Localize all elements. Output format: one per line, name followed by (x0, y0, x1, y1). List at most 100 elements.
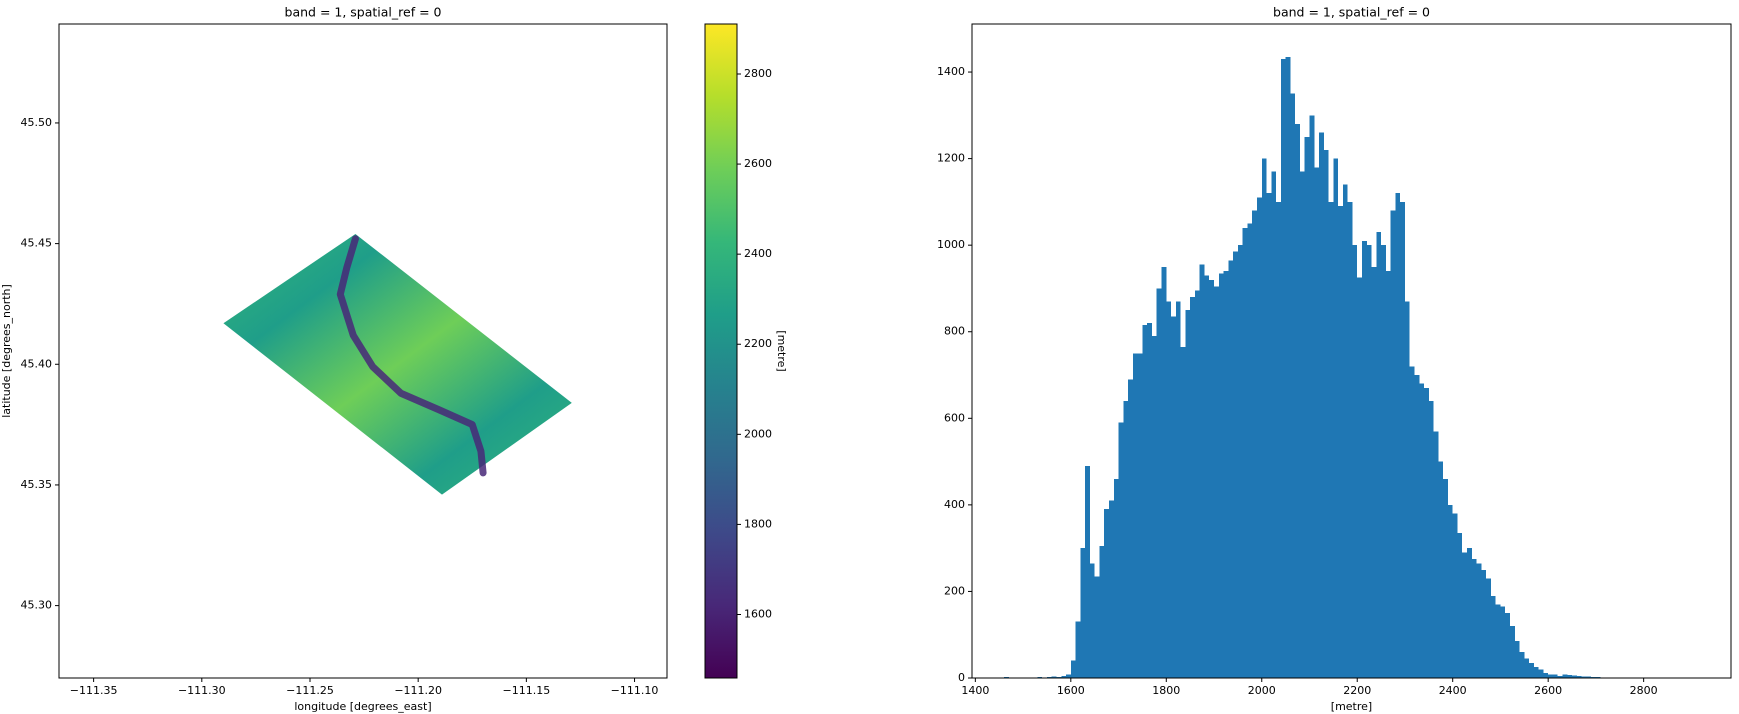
histogram-bar (1218, 273, 1224, 678)
histogram-bar (1147, 323, 1152, 678)
x-tick-label: 1600 (1057, 684, 1085, 697)
histogram-bar (1228, 260, 1234, 678)
histogram-bar (1552, 674, 1558, 678)
histogram-bar (1486, 578, 1491, 678)
x-tick-label: −111.35 (70, 684, 118, 697)
histogram-bar (1285, 56, 1291, 678)
histogram-bar (1137, 353, 1143, 678)
valley (336, 235, 487, 477)
histogram-bar (1252, 210, 1257, 679)
colorbar-tick-label: 2000 (744, 427, 772, 440)
histogram-bar (1132, 353, 1138, 678)
histogram-bar (1280, 59, 1286, 679)
histogram-bar (1333, 158, 1339, 678)
histogram-bar (1328, 201, 1334, 678)
histogram-bar (1295, 123, 1300, 679)
histogram-bar (1266, 193, 1272, 679)
axes-frame (971, 23, 1732, 679)
histogram-bar (1352, 245, 1358, 678)
histogram-bar (1085, 465, 1090, 678)
histogram-bar (1314, 167, 1320, 678)
histogram-bar (1166, 301, 1172, 678)
histogram-bar (1171, 316, 1176, 678)
histogram-bar (1204, 275, 1210, 678)
x-axis-label: longitude [degrees_east] (294, 700, 431, 713)
histogram-bar (1357, 277, 1363, 678)
x-tick-label: 2600 (1534, 684, 1562, 697)
histogram-bar (1094, 576, 1100, 678)
y-tick-label: 400 (944, 498, 965, 511)
histogram-bar (1051, 676, 1057, 678)
histogram-bar (1424, 388, 1429, 678)
histogram-bar (1338, 206, 1343, 678)
histogram-bar (1194, 290, 1200, 678)
x-tick-label: −111.20 (394, 684, 442, 697)
histogram-bar (1304, 136, 1310, 678)
histogram-bar (1371, 266, 1377, 678)
y-tick-label: 1000 (937, 238, 965, 251)
histogram-bar (1199, 264, 1205, 678)
histogram-bar (1481, 569, 1487, 678)
x-axis-label: [metre] (1331, 700, 1372, 713)
histogram-bar (1514, 641, 1520, 678)
histogram-bar (1261, 158, 1267, 678)
histogram-bar (1214, 286, 1219, 678)
histogram-bar (1500, 606, 1506, 678)
histogram-bar (1080, 548, 1086, 678)
colorbar-tick-label: 2400 (744, 247, 772, 260)
histogram-bar (1495, 604, 1501, 678)
histogram-bar (1247, 223, 1253, 678)
histogram-bar (1400, 201, 1405, 678)
histogram-bar (1185, 310, 1191, 678)
histogram-bar (1347, 201, 1353, 678)
histogram-bar (1572, 675, 1577, 678)
y-tick-label: 800 (944, 325, 965, 338)
histogram-bar (1390, 210, 1396, 679)
histogram-bar (1142, 325, 1148, 678)
histogram-bar (1237, 245, 1243, 678)
histogram-bar (1190, 297, 1195, 678)
x-tick-label: −111.15 (503, 684, 551, 697)
histogram-bar (1443, 478, 1448, 678)
histogram-bar (1409, 366, 1415, 678)
histogram-bar (1323, 149, 1329, 679)
histogram-bar (1128, 379, 1133, 678)
histogram-bar (1543, 672, 1549, 678)
histogram-bar (1075, 621, 1081, 678)
colorbar-tick-label: 1800 (744, 517, 772, 530)
colorbar (704, 23, 738, 679)
histogram-bar (1256, 197, 1262, 678)
histogram-bar (1109, 500, 1114, 678)
histogram-bar (1433, 431, 1439, 678)
histogram-bar (1123, 400, 1129, 678)
y-tick-label: 45.45 (21, 237, 53, 250)
y-tick-label: 200 (944, 584, 965, 597)
histogram-bar (1419, 383, 1425, 678)
y-tick-label: 600 (944, 411, 965, 424)
x-tick-label: 2800 (1630, 684, 1658, 697)
colorbar-label: [metre] (775, 330, 788, 371)
histogram-bar (1070, 660, 1076, 678)
histogram-bar (1276, 201, 1281, 678)
histogram-bar (1104, 509, 1110, 678)
histogram-bar (1490, 595, 1496, 678)
histogram-bar (1576, 675, 1582, 678)
histogram-bar (1471, 558, 1477, 678)
histogram-bar (1533, 667, 1539, 678)
histogram-bar (1467, 548, 1472, 678)
histogram-bar (1452, 513, 1458, 678)
histogram-bar (1175, 301, 1181, 678)
chart-title: band = 1, spatial_ref = 0 (285, 5, 442, 20)
histogram-bar (1061, 675, 1067, 678)
x-tick-label: 2000 (1248, 684, 1276, 697)
histogram-bar (1156, 288, 1162, 678)
histogram-bar (1271, 171, 1277, 679)
histogram-bar (1567, 674, 1573, 678)
histogram-bar (1151, 336, 1157, 678)
histogram-bar (1089, 563, 1095, 678)
histogram-bar (1233, 251, 1238, 678)
histogram-bar (1524, 658, 1530, 678)
histogram-bar (1457, 533, 1463, 678)
histogram-bar (1414, 375, 1420, 678)
